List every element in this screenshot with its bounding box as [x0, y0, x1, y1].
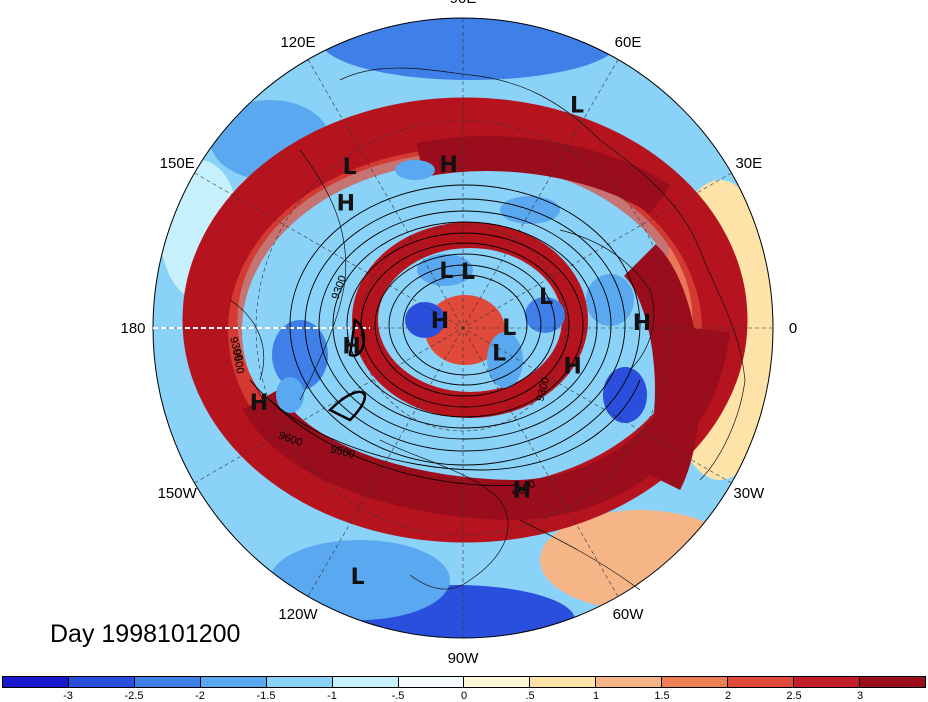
colorbar-swatch [332, 677, 399, 687]
high-pressure-marker: H [337, 191, 355, 216]
low-pressure-marker: L [461, 260, 475, 285]
day-label: Day 1998101200 [50, 620, 241, 648]
colorbar-swatch [662, 677, 729, 687]
colorbar-tick-label: -2 [195, 690, 205, 702]
colorbar-swatch [3, 677, 69, 687]
low-pressure-marker: L [351, 565, 365, 590]
polar-stereographic-map: 9300 9300 9300 9500 9600 9600 9600 90E60… [120, 0, 797, 667]
longitude-label: 120W [278, 606, 318, 623]
colorbar-tick-label: -1.5 [256, 690, 276, 702]
colorbar-swatch [596, 677, 663, 687]
longitude-label: 150W [158, 485, 198, 502]
colorbar-tick-label: 2.5 [786, 690, 802, 702]
height-contours [249, 184, 641, 486]
contour-label: 9600 [230, 348, 246, 374]
colorbar-tick-label: -3 [63, 690, 73, 702]
colorbar-swatch [859, 677, 925, 687]
colorbar-tick-label: 2 [724, 690, 732, 702]
graticule [153, 18, 773, 638]
longitude-label: 30E [735, 155, 762, 172]
colorbar-swatch [134, 677, 201, 687]
low-pressure-marker: L [439, 259, 453, 284]
longitude-label: 60W [613, 606, 645, 623]
high-pressure-marker: H [250, 391, 268, 416]
colorbar [2, 676, 926, 688]
colorbar-tick-label: 1 [592, 690, 600, 702]
longitude-label: 90E [450, 0, 477, 7]
colorbar-tick-label: 3 [856, 690, 864, 702]
colorbar-swatch [530, 677, 597, 687]
colorbar-swatch [68, 677, 135, 687]
longitude-label: 60E [615, 34, 642, 51]
colorbar-swatch [728, 677, 795, 687]
high-pressure-marker: H [431, 309, 449, 334]
colorbar-tick-labels: -3 -2.5 -2 -1.5 -1 -.5 0 .5 1 1.5 2 2.5 3 [2, 690, 926, 702]
high-pressure-marker: H [342, 335, 360, 360]
colorbar-swatch [266, 677, 333, 687]
colorbar-swatch [200, 677, 267, 687]
colorbar-tick-label: -2.5 [124, 690, 144, 702]
high-pressure-marker: H [513, 479, 531, 504]
high-pressure-marker: H [563, 355, 581, 380]
low-pressure-marker: L [502, 316, 516, 341]
colorbar-tick-label: 1.5 [654, 690, 670, 702]
colorbar-tick-label: 0 [460, 690, 468, 702]
longitude-label: 0 [789, 320, 797, 337]
high-pressure-marker: H [633, 311, 651, 336]
low-pressure-marker: L [492, 341, 506, 366]
longitude-label: 150E [160, 155, 195, 172]
low-pressure-marker: L [570, 93, 584, 118]
high-pressure-marker: H [439, 153, 457, 178]
low-pressure-marker: L [343, 155, 357, 180]
longitude-label: 90W [448, 650, 480, 667]
low-pressure-marker: L [539, 285, 553, 310]
colorbar-tick-label: -.5 [391, 690, 405, 702]
longitude-label: 180 [120, 320, 145, 337]
colorbar-swatch [794, 677, 860, 687]
longitude-label: 30W [733, 485, 765, 502]
longitude-labels: 90E 60E 30E 0 30W 60W 90W 120W 150W 180 150E 120E [120, 0, 797, 667]
colorbar-swatch [398, 677, 465, 687]
colorbar-tick-label: -1 [327, 690, 337, 702]
longitude-label: 120E [280, 34, 315, 51]
colorbar-tick-label: .5 [525, 690, 535, 702]
colorbar-swatch [464, 677, 531, 687]
